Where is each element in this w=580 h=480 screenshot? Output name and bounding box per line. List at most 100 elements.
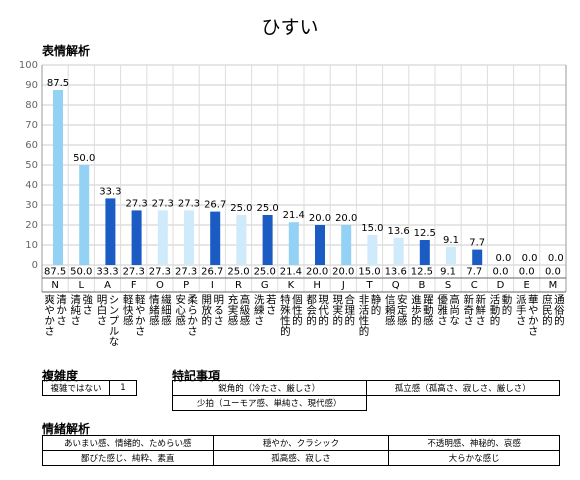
description-text: 個性的: [290, 294, 303, 326]
cell: 複雑ではない: [42, 380, 110, 396]
description-text: 安心感: [174, 294, 187, 326]
category-description: 明るさ 開放的: [199, 294, 225, 374]
value-cell: 27.3: [175, 267, 197, 278]
category-description: 通俗的 庶民的: [540, 294, 566, 374]
value-cell: 20.0: [306, 267, 328, 278]
x-tick-label: H: [313, 280, 321, 291]
value-label: 0.0: [495, 253, 511, 264]
category-description: 高級感 充実感: [225, 294, 251, 374]
x-tick-label: Q: [392, 280, 400, 291]
value-label: 27.3: [178, 198, 200, 209]
description-text: 優雅さ: [436, 294, 449, 326]
notes-table: 鋭角的（冷たさ、厳しさ） 孤立感（孤高さ、寂しさ、厳しさ） 少拍（ユーモア感、単純…: [172, 380, 560, 411]
value-label: 13.6: [387, 226, 409, 237]
value-label: 0.0: [548, 253, 564, 264]
value-cell: 12.5: [411, 267, 433, 278]
value-label: 12.5: [414, 228, 436, 239]
bar: [131, 210, 142, 265]
description-text: 現実的: [331, 294, 344, 326]
description-text: 繊細感: [159, 294, 172, 326]
value-cell: 21.4: [280, 267, 302, 278]
description-text: 動的: [500, 294, 513, 315]
category-description: シンプルな 明白さ: [94, 294, 120, 374]
description-text: 非活性的: [357, 294, 370, 336]
bar: [53, 90, 64, 265]
description-text: 華やかさ: [526, 294, 539, 336]
section-title: 複雑度: [42, 369, 79, 383]
x-tick-label: E: [524, 280, 530, 291]
category-description: 若さ 洗練さ: [252, 294, 278, 374]
y-tick-label: 90: [25, 80, 38, 91]
value-cell: 33.3: [96, 267, 118, 278]
value-label: 25.0: [256, 203, 278, 214]
title: ひすい: [261, 17, 318, 39]
bar: [210, 211, 221, 265]
value-cell: 50.0: [70, 267, 92, 278]
value-cell: 87.5: [44, 267, 66, 278]
x-tick-label: K: [288, 280, 295, 291]
bar: [393, 237, 404, 265]
description-text: 庶民的: [540, 294, 553, 326]
value-label: 87.5: [47, 78, 69, 89]
bar: [262, 215, 273, 265]
category-description: 動的 活動的: [487, 294, 513, 374]
value-cell: 27.3: [149, 267, 171, 278]
section-title: 特記事項: [172, 369, 221, 383]
emotion-table: あいまい感、情緒的、ためらい感 穏やか、クラシック 不透明感、神秘的、哀感 鄙びた感…: [42, 435, 560, 466]
bar: [315, 225, 326, 265]
bar: [184, 210, 195, 265]
value-label: 7.7: [469, 238, 485, 249]
value-cell: 20.0: [332, 267, 354, 278]
description-text: 充実感: [226, 294, 239, 326]
value-label: 25.0: [230, 203, 252, 214]
bar: [446, 246, 457, 265]
category-description: 安定感 信頼感: [383, 294, 409, 374]
description-text: 都会的: [305, 294, 318, 326]
description-text: 活動的: [488, 294, 501, 326]
category-description: 華やかさ 派手さ: [514, 294, 540, 374]
bar: [419, 240, 430, 265]
y-tick-label: 0: [32, 260, 38, 271]
y-tick-label: 10: [25, 240, 38, 251]
y-tick-label: 40: [25, 180, 38, 191]
complexity-table: 複雑ではない 1: [42, 380, 137, 396]
cell: 孤高感、寂しさ: [212, 450, 390, 466]
description-text: 特殊性的: [278, 294, 291, 336]
value-cell: 7.7: [466, 267, 482, 278]
x-tick-label: R: [235, 280, 242, 291]
description-text: 軽やかさ: [133, 294, 146, 336]
value-label: 9.1: [443, 235, 459, 246]
x-tick-label: O: [156, 280, 164, 291]
description-text: 明るさ: [212, 294, 225, 326]
x-tick-label: S: [445, 280, 451, 291]
description-text: 若さ: [264, 294, 277, 315]
value-label: 26.7: [204, 200, 226, 211]
value-cell: 0.0: [493, 267, 509, 278]
value-cell: 26.7: [201, 267, 223, 278]
description-text: 進歩的: [409, 294, 422, 326]
value-cell: 13.6: [385, 267, 407, 278]
y-tick-label: 100: [19, 60, 38, 71]
cell: あいまい感、情緒的、ためらい感: [42, 435, 214, 451]
description-text: 高級感: [238, 294, 251, 326]
value-label: 20.0: [335, 213, 357, 224]
description-text: 静的: [369, 294, 382, 315]
y-tick-label: 30: [25, 200, 38, 211]
value-cell: 25.0: [254, 267, 276, 278]
cell: 大らかな感じ: [388, 450, 560, 466]
category-description: 静的 非活性的: [356, 294, 382, 374]
description-text: 清かさ: [55, 294, 68, 326]
x-tick-label: N: [51, 280, 58, 291]
bar: [472, 249, 483, 265]
category-description: 強さ 清純さ: [68, 294, 94, 374]
x-tick-label: C: [471, 280, 478, 291]
x-tick-label: I: [211, 280, 214, 291]
cell: 少拍（ユーモア感、単純さ、現代感）: [172, 395, 367, 411]
description-text: 高尚な: [448, 294, 461, 326]
y-tick-label: 60: [25, 140, 38, 151]
description-text: 開放的: [200, 294, 213, 326]
cell: 鋭角的（冷たさ、厳しさ）: [172, 380, 367, 396]
category-description: 高尚な 優雅さ: [435, 294, 461, 374]
description-text: 明白さ: [95, 294, 108, 326]
